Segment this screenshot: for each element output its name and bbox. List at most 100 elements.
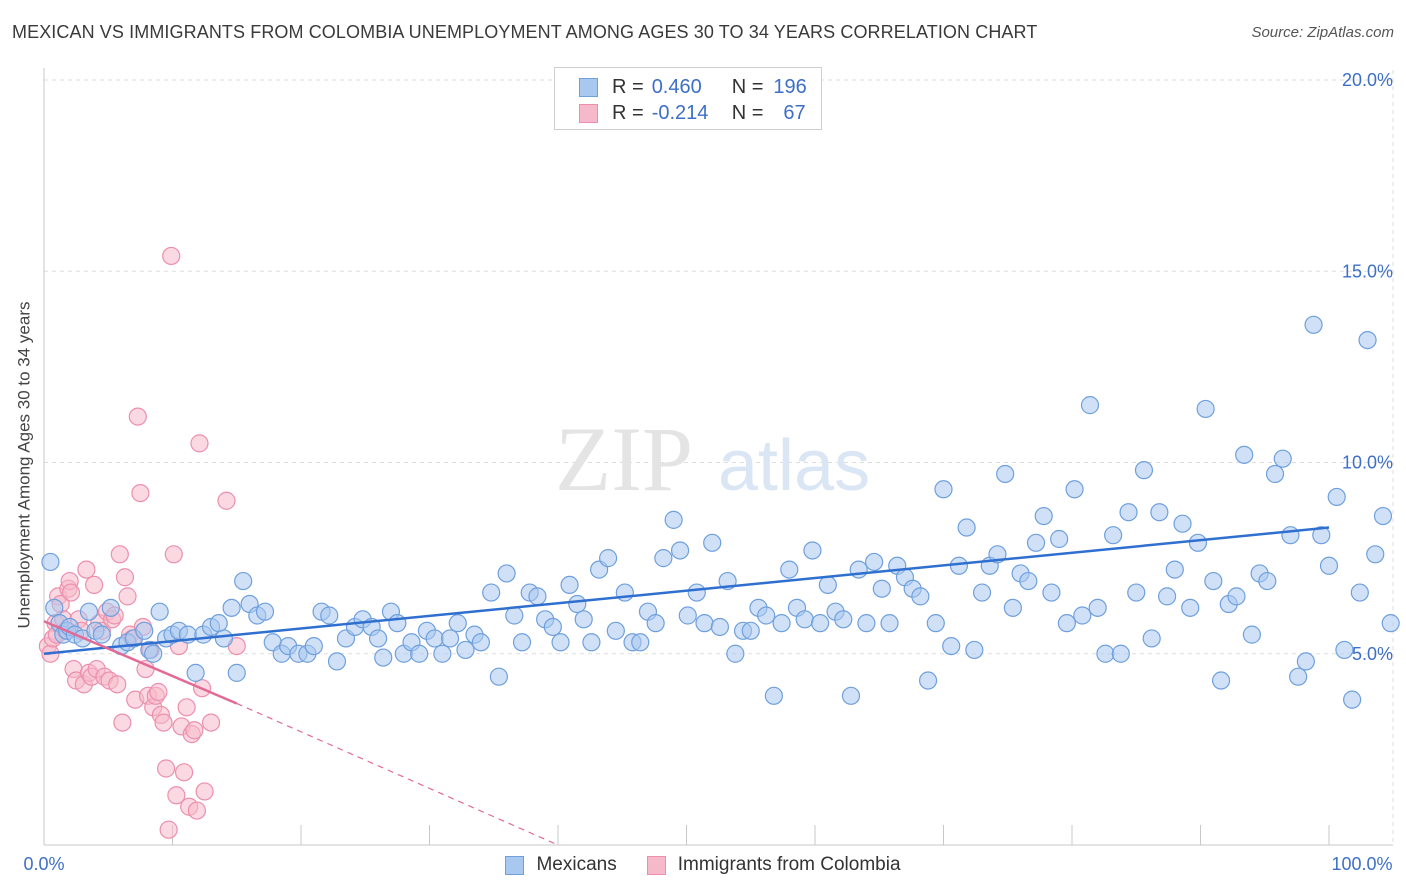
mexican-point <box>144 644 163 663</box>
mexican-point <box>803 541 822 560</box>
colombia-point <box>187 801 207 820</box>
mexican-point <box>448 614 467 633</box>
mexican-point <box>497 564 516 583</box>
mexican-point <box>255 602 275 621</box>
mexican-point <box>918 671 938 690</box>
colombia-point <box>61 583 81 602</box>
mexican-point <box>795 610 814 629</box>
series-label: Immigrants from Colombia <box>677 854 901 875</box>
mexican-point <box>1157 587 1177 606</box>
colombia-point <box>154 713 173 732</box>
mexican-point <box>1289 667 1308 686</box>
mexican-point <box>186 663 205 682</box>
y-tick-label: 10.0% <box>1342 453 1393 473</box>
mexican-point <box>1196 399 1215 419</box>
mexican-point <box>996 464 1015 484</box>
mexican-point <box>327 652 347 671</box>
mexican-point <box>1142 629 1161 648</box>
mexican-point <box>1088 598 1107 617</box>
colombia-point <box>217 491 236 510</box>
mexican-point <box>1104 526 1123 545</box>
colombia-points <box>38 246 246 839</box>
legend-row-mexicans: R = 0.460 N = 196 <box>579 75 807 99</box>
colombia-trend-extension <box>236 702 559 846</box>
series-swatch-blue <box>505 855 525 875</box>
colombia-point <box>185 721 204 740</box>
mexican-point <box>942 636 961 656</box>
mexican-point <box>1227 587 1246 606</box>
mexican-point <box>1343 690 1362 709</box>
mexican-point <box>543 617 562 637</box>
mexican-point <box>965 640 984 660</box>
legend-n-label: N = <box>731 101 764 124</box>
mexican-point <box>710 617 730 637</box>
mexican-point <box>1335 640 1354 660</box>
mexican-point <box>1042 583 1061 602</box>
mexican-point <box>1181 598 1200 617</box>
colombia-trend-line <box>43 620 238 705</box>
mexican-point <box>664 510 683 529</box>
colombia-point <box>108 675 127 694</box>
mexican-point <box>227 663 246 682</box>
colombia-point <box>177 698 196 717</box>
mexican-point <box>1050 529 1069 549</box>
colombia-point <box>118 587 137 606</box>
series-legend-colombia: Immigrants from Colombia <box>646 854 901 876</box>
mexican-point <box>1304 315 1323 334</box>
mexican-point <box>101 598 120 617</box>
mexican-point <box>551 633 570 652</box>
mexican-point <box>726 644 745 663</box>
mexican-point <box>1235 445 1254 464</box>
colombia-point <box>128 407 147 426</box>
mexican-point <box>1034 506 1053 526</box>
mexican-point <box>1358 331 1377 350</box>
mexican-point <box>568 594 587 614</box>
mexican-point <box>811 614 830 633</box>
mexican-point <box>1057 614 1076 633</box>
mexican-point <box>440 629 460 648</box>
tick-labels: 5.0% 10.0% 15.0% 20.0% 0.0% 100.0% <box>23 70 1393 874</box>
colombia-point <box>201 713 221 732</box>
legend-row-colombia: R = -0.214 N = 67 <box>579 101 806 125</box>
legend-swatch-blue <box>579 77 598 97</box>
mexican-point <box>972 583 992 602</box>
mexican-point <box>1111 644 1130 663</box>
mexican-point <box>1096 644 1115 663</box>
mexican-point <box>1281 526 1300 545</box>
mexican-point <box>949 556 969 575</box>
mexican-point <box>772 614 791 633</box>
mexican-point <box>471 633 490 652</box>
y-tick-label: 20.0% <box>1342 70 1393 90</box>
mexican-point <box>1065 480 1084 499</box>
mexican-point <box>528 587 547 606</box>
legend-n-label: N = <box>731 75 764 98</box>
colombia-point <box>195 782 214 801</box>
mexican-point <box>1073 606 1092 625</box>
mexican-point <box>150 602 169 621</box>
axes <box>43 68 1393 846</box>
legend-swatch-pink <box>579 103 598 123</box>
mexican-point <box>1165 560 1184 579</box>
legend-r-value: 0.460 <box>651 75 702 98</box>
legend-n-value: 67 <box>783 101 806 124</box>
x-tick-label-end: 100.0% <box>1331 854 1392 874</box>
colombia-point <box>113 713 132 732</box>
mexican-point <box>1312 526 1331 545</box>
mexican-point <box>410 644 429 663</box>
mexican-point <box>425 629 444 648</box>
series-swatch-pink <box>646 855 666 875</box>
mexican-point <box>489 667 508 686</box>
colombia-point <box>110 545 129 564</box>
mexican-points <box>41 315 1400 709</box>
colombia-point <box>190 434 209 453</box>
colombia-point <box>174 763 194 782</box>
mexican-point <box>911 587 930 606</box>
mexican-point <box>45 598 64 617</box>
mexican-point <box>764 686 783 705</box>
mexican-point <box>1366 545 1385 564</box>
mexican-point <box>1080 396 1100 415</box>
chart-title: MEXICAN VS IMMIGRANTS FROM COLOMBIA UNEM… <box>12 22 1038 42</box>
mexican-point <box>79 602 99 621</box>
trend-lines <box>43 526 1330 846</box>
